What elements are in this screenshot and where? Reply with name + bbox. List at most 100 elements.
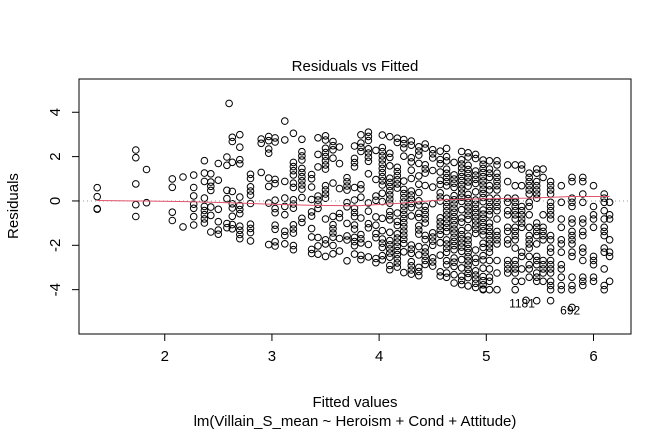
residual-point bbox=[503, 198, 512, 207]
residual-point bbox=[415, 267, 423, 276]
residual-point bbox=[525, 173, 534, 182]
residual-point bbox=[442, 269, 451, 277]
residual-point bbox=[511, 256, 520, 265]
residual-point bbox=[246, 174, 255, 183]
residual-point bbox=[289, 129, 298, 138]
residual-point bbox=[307, 174, 316, 183]
residual-point bbox=[335, 247, 344, 255]
residual-point bbox=[393, 259, 402, 267]
residual-point bbox=[329, 229, 337, 237]
residual-point bbox=[579, 281, 587, 290]
residual-point bbox=[436, 230, 445, 239]
residual-point bbox=[421, 169, 430, 177]
residual-point bbox=[517, 202, 526, 211]
residual-point bbox=[450, 233, 458, 242]
residual-point bbox=[421, 215, 430, 223]
residual-point bbox=[464, 190, 472, 199]
residual-point bbox=[400, 177, 408, 185]
residual-point bbox=[600, 227, 609, 236]
residual-point bbox=[223, 153, 231, 161]
residual-point bbox=[557, 281, 566, 290]
residual-point bbox=[386, 245, 394, 253]
residual-point bbox=[378, 226, 387, 235]
residual-point bbox=[600, 206, 609, 215]
residual-point bbox=[298, 135, 306, 144]
residual-point bbox=[450, 179, 458, 187]
residual-point bbox=[471, 208, 480, 217]
residual-point bbox=[350, 208, 359, 217]
residual-point bbox=[364, 136, 373, 145]
residual-point bbox=[236, 226, 244, 235]
residual-point bbox=[357, 230, 365, 239]
residual-point bbox=[335, 184, 344, 193]
residual-point bbox=[450, 221, 458, 229]
residual-point bbox=[407, 191, 416, 199]
residual-point bbox=[142, 165, 151, 174]
residual-point bbox=[442, 152, 451, 161]
residual-point bbox=[525, 236, 534, 244]
residual-point bbox=[415, 172, 423, 180]
residual-point bbox=[415, 188, 423, 197]
residual-point bbox=[442, 194, 451, 203]
residual-point bbox=[589, 223, 598, 232]
residual-point bbox=[546, 211, 555, 219]
residual-point bbox=[415, 271, 423, 280]
residual-point bbox=[442, 248, 451, 257]
residual-point bbox=[525, 190, 534, 198]
residual-point bbox=[364, 240, 373, 249]
residual-point bbox=[442, 144, 451, 153]
residual-point bbox=[407, 153, 416, 162]
residual-point bbox=[357, 185, 365, 193]
residual-point bbox=[428, 154, 437, 162]
residual-point bbox=[568, 198, 576, 207]
residual-point bbox=[289, 171, 298, 179]
residual-point bbox=[207, 211, 215, 220]
residual-point bbox=[168, 175, 177, 183]
residual-point bbox=[485, 223, 494, 232]
residual-point bbox=[450, 254, 458, 262]
residual-point bbox=[493, 240, 501, 248]
residual-point bbox=[307, 245, 316, 254]
y-tick-label: 0 bbox=[47, 197, 64, 205]
residual-point bbox=[532, 219, 541, 227]
residual-point bbox=[415, 263, 423, 272]
residual-point bbox=[329, 220, 337, 229]
residual-point bbox=[532, 190, 541, 198]
residual-point bbox=[236, 234, 244, 243]
residual-point bbox=[264, 182, 273, 191]
residual-point bbox=[525, 177, 534, 186]
residual-point bbox=[428, 233, 437, 241]
residual-point bbox=[450, 237, 458, 246]
residual-point bbox=[532, 240, 541, 248]
residual-point bbox=[364, 170, 373, 178]
residual-point bbox=[525, 273, 534, 282]
residual-point bbox=[321, 144, 330, 153]
residual-point bbox=[298, 177, 306, 185]
residual-point bbox=[298, 181, 306, 189]
residual-point bbox=[511, 231, 520, 240]
residual-point bbox=[546, 177, 555, 186]
residual-point bbox=[343, 236, 351, 244]
residual-point bbox=[236, 230, 244, 239]
residual-point bbox=[179, 173, 187, 181]
residual-point bbox=[557, 285, 566, 294]
residual-point bbox=[539, 211, 547, 219]
residual-point bbox=[485, 219, 494, 227]
residual-point bbox=[378, 164, 387, 173]
y-tick-label: 4 bbox=[47, 108, 64, 116]
residual-point bbox=[457, 226, 466, 235]
residual-point bbox=[605, 236, 614, 244]
residual-point bbox=[271, 175, 279, 184]
residual-point bbox=[321, 186, 330, 194]
residual-point bbox=[442, 273, 451, 282]
residual-point bbox=[511, 236, 520, 244]
residual-point bbox=[421, 260, 430, 269]
residual-point bbox=[246, 224, 255, 233]
residual-point bbox=[407, 212, 416, 220]
residual-point bbox=[400, 139, 408, 148]
residual-point bbox=[511, 269, 520, 277]
residual-point bbox=[450, 208, 458, 217]
residual-point bbox=[314, 250, 322, 258]
residual-point bbox=[579, 231, 587, 240]
residual-point bbox=[378, 156, 387, 164]
